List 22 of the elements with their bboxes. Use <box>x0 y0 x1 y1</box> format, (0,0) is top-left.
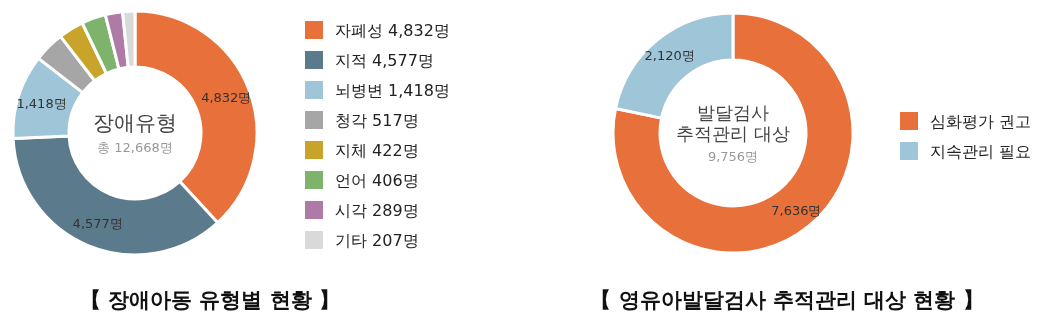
legend-label: 지체 422명 <box>335 140 419 160</box>
data-label: 2,120명 <box>644 47 695 63</box>
legend-label: 자폐성 4,832명 <box>335 20 450 40</box>
legend-label: 심화평가 권고 <box>930 111 1032 131</box>
legend-label: 뇌병변 1,418명 <box>335 80 450 100</box>
data-label: 4,577명 <box>72 216 123 232</box>
donut-slice <box>611 11 855 255</box>
legend-label: 지속관리 필요 <box>930 141 1032 161</box>
data-label: 7,636명 <box>771 203 822 219</box>
text: 발달검사 추적관리 대상 <box>676 101 790 145</box>
legend-label: 청각 517명 <box>335 110 419 130</box>
text: 총 12,668명 <box>97 140 173 156</box>
data-label: 4,832명 <box>201 89 252 105</box>
data-label: 1,418명 <box>16 95 67 111</box>
text: 장애유형 <box>93 111 177 135</box>
legend-label: 언어 406명 <box>335 170 419 190</box>
text: 【 영유아발달검사 추적관리 대상 현황 】 <box>590 288 984 312</box>
text: 【 장애아동 유형별 현황 】 <box>79 288 341 312</box>
legend-label: 시각 289명 <box>335 200 419 220</box>
text: 9,756명 <box>707 149 759 165</box>
legend-label: 기타 207명 <box>335 230 419 250</box>
legend-label: 지적 4,577명 <box>335 50 434 70</box>
